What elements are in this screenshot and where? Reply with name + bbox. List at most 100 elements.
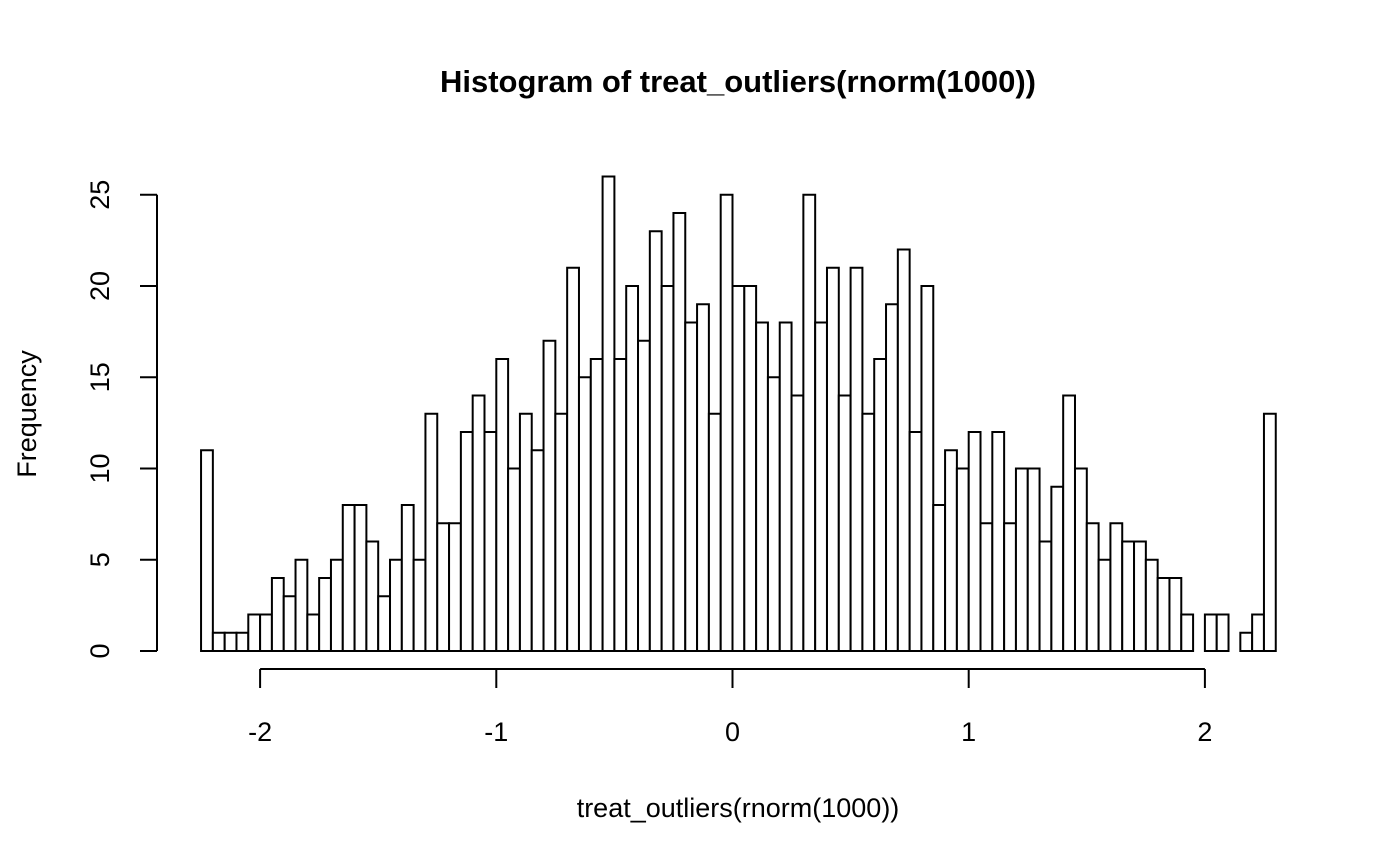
histogram-bar <box>967 431 982 652</box>
histogram-bar <box>483 431 498 652</box>
x-tick-label: -2 <box>248 717 272 747</box>
histogram-bar <box>778 321 793 652</box>
histogram-bar <box>743 285 758 652</box>
histogram-bar <box>849 266 864 652</box>
histogram-bar <box>530 449 545 652</box>
histogram-bar <box>1014 467 1029 652</box>
histogram-bar <box>896 248 911 652</box>
y-axis: 0 5 10 15 20 25 <box>85 180 158 659</box>
x-tick-label: 1 <box>961 717 976 747</box>
histogram-bar <box>518 412 533 652</box>
histogram-bar <box>1050 485 1065 652</box>
histogram-bar <box>589 358 604 652</box>
histogram-bar <box>577 376 592 652</box>
histogram-bar <box>235 631 250 652</box>
histogram-bar <box>707 412 722 652</box>
histogram-bar <box>270 577 285 652</box>
histogram-bar <box>766 376 781 652</box>
chart-title: Histogram of treat_outliers(rnorm(1000)) <box>440 64 1036 99</box>
histogram-bar <box>306 613 321 652</box>
histogram-bar <box>1262 412 1277 652</box>
histogram-bar <box>861 412 876 652</box>
histogram-bar <box>1215 613 1230 652</box>
histogram-bar <box>495 358 510 652</box>
x-tick-label: 0 <box>725 717 740 747</box>
histogram-bar <box>991 431 1006 652</box>
histogram-bar <box>377 595 392 652</box>
histogram-bar <box>908 431 923 652</box>
histogram-bar <box>448 522 462 652</box>
x-tick-label: 2 <box>1197 717 1212 747</box>
histogram-bar <box>648 230 663 652</box>
histogram-bar <box>1003 522 1017 652</box>
histogram-bar <box>247 613 262 652</box>
histogram-bars <box>200 175 1277 652</box>
histogram-bar <box>696 303 710 652</box>
histogram-bar <box>1239 631 1254 652</box>
histogram-bar <box>802 193 817 652</box>
histogram-bar <box>837 394 852 652</box>
histogram-bar <box>365 540 380 652</box>
histogram-bar <box>601 175 616 652</box>
y-tick-label: 20 <box>85 271 115 301</box>
histogram-bar <box>613 358 628 652</box>
x-axis: -2 -1 0 1 2 <box>248 668 1212 747</box>
x-axis-label: treat_outliers(rnorm(1000)) <box>577 793 900 823</box>
histogram-bar <box>1133 540 1147 652</box>
histogram-bar <box>424 412 439 652</box>
histogram-bar <box>542 339 557 652</box>
histogram-bar <box>814 321 828 652</box>
histogram-bar <box>637 339 651 652</box>
histogram-bar <box>873 358 888 652</box>
histogram-bar <box>471 394 486 652</box>
histogram-bar <box>790 394 805 652</box>
histogram-bar <box>566 266 580 652</box>
histogram-bar <box>825 266 840 652</box>
histogram-bar <box>1168 577 1183 652</box>
histogram-bar <box>932 504 947 652</box>
histogram-bar <box>353 504 368 652</box>
histogram-bar <box>341 504 356 652</box>
histogram-bar <box>1026 467 1041 652</box>
histogram-bar <box>554 412 569 652</box>
histogram-bar <box>955 467 970 652</box>
histogram-bar <box>329 558 344 652</box>
histogram-bar <box>400 504 415 652</box>
histogram-bar <box>719 193 734 652</box>
histogram-bar <box>920 285 935 652</box>
histogram-bar <box>1251 613 1265 652</box>
histogram-bar <box>731 285 746 652</box>
y-tick-label: 10 <box>85 453 115 483</box>
histogram-bar <box>507 467 521 652</box>
histogram-bar <box>755 321 769 652</box>
histogram-bar <box>259 613 273 652</box>
histogram-bar <box>1062 394 1076 652</box>
y-tick-label: 15 <box>85 362 115 392</box>
y-tick-label: 0 <box>85 643 115 658</box>
y-tick-label: 25 <box>85 180 115 210</box>
histogram-bar <box>1180 613 1195 652</box>
histogram-bar <box>1121 540 1136 652</box>
histogram-bar <box>1156 577 1171 652</box>
histogram-bar <box>684 321 699 652</box>
histogram-bar <box>459 431 474 652</box>
histogram-bar <box>979 522 994 652</box>
histogram-bar <box>436 522 451 652</box>
histogram-bar <box>282 595 297 652</box>
histogram-bar <box>294 558 309 652</box>
histogram-bar <box>223 631 238 652</box>
histogram-bar <box>211 631 226 652</box>
histogram-bar <box>660 285 675 652</box>
histogram-bar <box>672 212 687 652</box>
histogram-bar <box>318 577 332 652</box>
histogram-bar <box>412 558 427 652</box>
histogram-bar <box>389 558 403 652</box>
histogram-bar <box>1038 540 1053 652</box>
histogram-bar <box>944 449 958 652</box>
histogram-bar <box>1085 522 1100 652</box>
y-tick-label: 5 <box>85 552 115 567</box>
histogram-bar <box>1073 467 1088 652</box>
histogram-bar <box>885 303 899 652</box>
histogram-bar <box>200 449 214 652</box>
